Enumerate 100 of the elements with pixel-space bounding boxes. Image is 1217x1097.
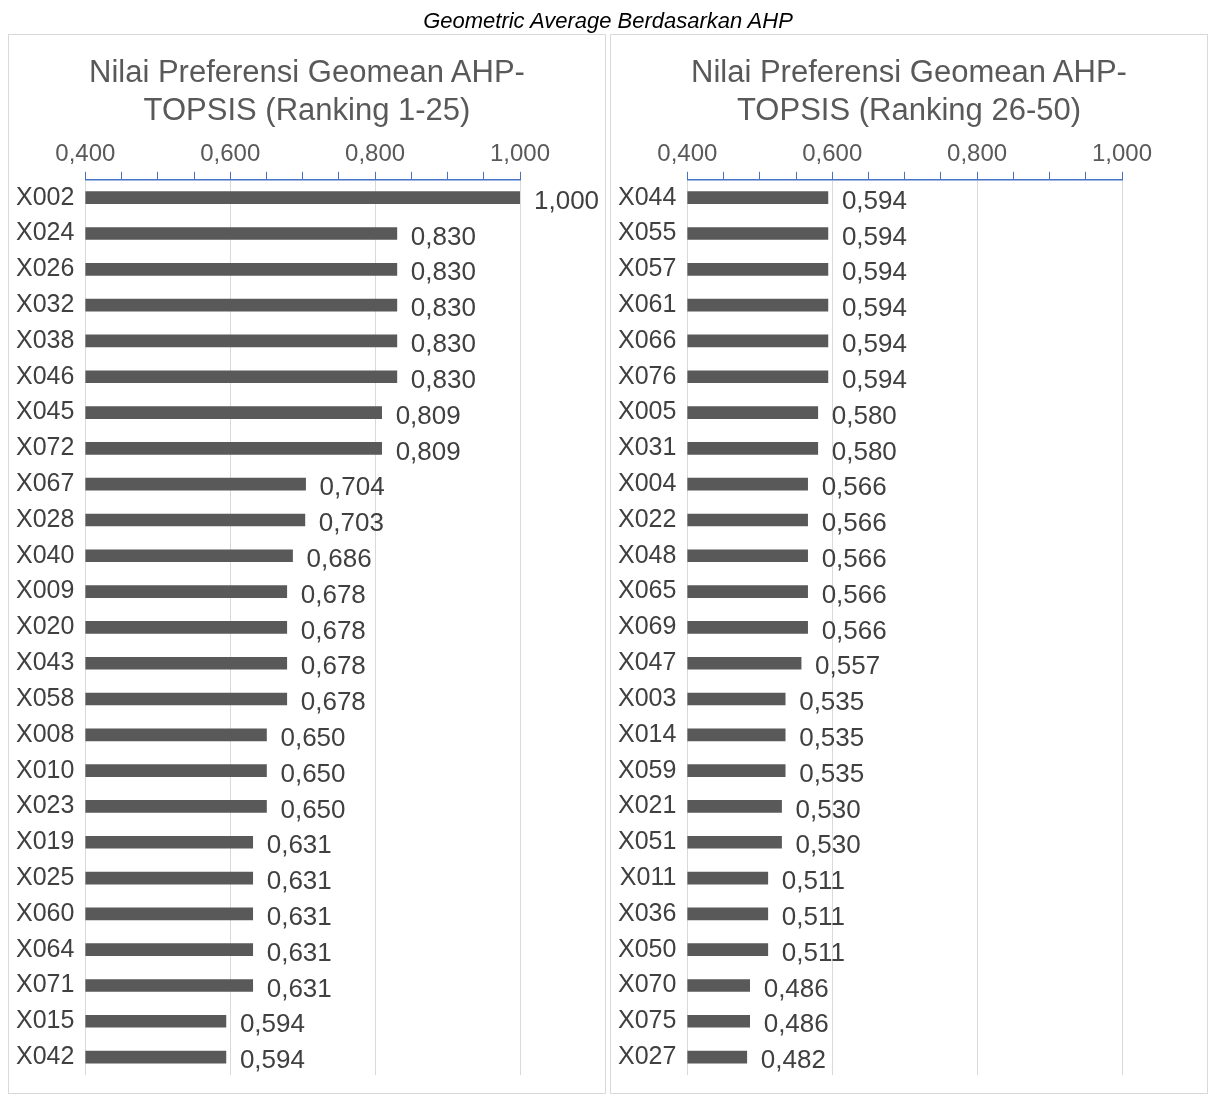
data-label: 0,678 xyxy=(300,686,366,717)
data-label: 0,557 xyxy=(815,650,881,681)
data-label: 0,830 xyxy=(410,256,476,287)
data-label: 0,830 xyxy=(410,220,476,251)
y-tick-label: X005 xyxy=(618,396,677,425)
data-label: 0,511 xyxy=(781,901,845,932)
x-tick-label: 0,800 xyxy=(947,139,1008,167)
y-tick-label: X065 xyxy=(618,575,677,604)
y-tick-label: X046 xyxy=(16,360,75,389)
y-tick-label: X070 xyxy=(618,969,677,998)
chart-title: Nilai Preferensi Geomean AHP-TOPSIS (Ranking 26-50) xyxy=(690,53,1128,129)
data-label: 0,511 xyxy=(781,936,845,967)
data-label: 0,535 xyxy=(799,686,865,717)
data-label: 0,594 xyxy=(239,1008,305,1039)
data-label: 0,535 xyxy=(799,757,865,788)
x-tick-label: 0,600 xyxy=(200,139,261,167)
y-tick-label: X008 xyxy=(16,718,75,747)
data-label: 0,678 xyxy=(300,650,366,681)
y-tick-label: X045 xyxy=(16,396,75,425)
y-tick-label: X050 xyxy=(618,933,677,962)
x-tick-label: 0,400 xyxy=(55,139,116,167)
data-label: 1,000 xyxy=(534,184,600,215)
chart-title: Nilai Preferensi Geomean AHP-TOPSIS (Ranking 1-25) xyxy=(88,53,526,129)
y-tick-label: X057 xyxy=(618,253,677,282)
data-label: 0,566 xyxy=(821,578,887,609)
data-label: 0,650 xyxy=(280,793,346,824)
y-tick-label: X066 xyxy=(618,324,677,353)
y-tick-label: X055 xyxy=(618,217,677,246)
data-label: 0,809 xyxy=(395,435,461,466)
y-tick-label: X036 xyxy=(618,897,677,926)
x-tick-label: 0,800 xyxy=(345,139,406,167)
y-tick-label: X069 xyxy=(618,611,677,640)
data-label: 0,631 xyxy=(266,829,332,860)
data-label: 0,535 xyxy=(799,722,865,752)
data-label: 0,511 xyxy=(781,865,845,896)
y-tick-label: X071 xyxy=(16,969,75,998)
data-label: 0,594 xyxy=(841,292,907,323)
data-label: 0,594 xyxy=(239,1044,305,1075)
y-tick-label: X059 xyxy=(618,754,677,783)
data-label: 0,830 xyxy=(410,328,476,359)
y-tick-label: X004 xyxy=(618,468,677,497)
data-label: 0,594 xyxy=(841,184,907,215)
y-tick-label: X010 xyxy=(16,754,75,783)
data-label: 0,704 xyxy=(319,471,385,502)
y-tick-label: X020 xyxy=(16,611,75,640)
y-tick-label: X024 xyxy=(16,217,75,246)
y-tick-label: X038 xyxy=(16,324,75,353)
data-label: 0,566 xyxy=(821,507,887,538)
y-tick-label: X009 xyxy=(16,575,75,604)
y-tick-label: X003 xyxy=(618,682,677,711)
x-tick-label: 0,600 xyxy=(802,139,863,167)
data-label: 0,686 xyxy=(306,542,372,573)
data-label: 0,650 xyxy=(280,722,346,752)
y-tick-label: X022 xyxy=(618,503,677,532)
data-label: 0,594 xyxy=(841,220,907,251)
data-label: 0,566 xyxy=(821,614,887,645)
y-tick-label: X027 xyxy=(618,1040,677,1069)
y-tick-label: X040 xyxy=(16,539,75,568)
data-label: 0,482 xyxy=(760,1044,826,1075)
data-label: 0,566 xyxy=(821,542,887,573)
y-tick-label: X060 xyxy=(16,897,75,926)
y-tick-label: X076 xyxy=(618,360,677,389)
data-label: 0,650 xyxy=(280,757,346,788)
text: Geometric Average Berdasarkan AHP xyxy=(422,8,794,34)
y-tick-label: X015 xyxy=(16,1005,75,1034)
y-tick-label: X061 xyxy=(618,289,677,318)
data-label: 0,830 xyxy=(410,363,476,394)
data-label: 0,678 xyxy=(300,614,366,645)
data-label: 0,678 xyxy=(300,578,366,609)
y-tick-label: X048 xyxy=(618,539,677,568)
data-label: 0,486 xyxy=(763,1008,829,1039)
y-tick-label: X067 xyxy=(16,468,75,497)
data-label: 0,809 xyxy=(395,399,461,430)
y-tick-label: X051 xyxy=(618,826,677,855)
y-tick-label: X032 xyxy=(16,289,75,318)
data-label: 0,594 xyxy=(841,363,907,394)
data-label: 0,594 xyxy=(841,256,907,287)
y-tick-label: X011 xyxy=(619,861,677,890)
y-tick-label: X002 xyxy=(16,181,75,210)
y-tick-label: X014 xyxy=(618,718,677,747)
y-tick-label: X021 xyxy=(618,790,677,819)
y-tick-label: X047 xyxy=(618,647,677,676)
x-tick-label: 1,000 xyxy=(1091,139,1153,167)
y-tick-label: X044 xyxy=(618,181,677,210)
y-tick-label: X072 xyxy=(16,432,75,461)
y-tick-label: X028 xyxy=(16,503,75,532)
y-tick-label: X043 xyxy=(16,647,75,676)
y-tick-label: X042 xyxy=(16,1040,75,1069)
data-label: 0,580 xyxy=(831,399,897,430)
x-tick-label: 1,000 xyxy=(489,139,551,167)
data-label: 0,703 xyxy=(318,507,384,538)
data-label: 0,530 xyxy=(795,829,861,860)
data-label: 0,631 xyxy=(266,865,332,896)
y-tick-label: X025 xyxy=(16,861,75,890)
data-label: 0,580 xyxy=(831,435,897,466)
data-label: 0,594 xyxy=(841,328,907,359)
data-label: 0,486 xyxy=(763,972,829,1003)
y-tick-label: X031 xyxy=(618,432,677,461)
data-label: 0,566 xyxy=(821,471,887,502)
data-label: 0,631 xyxy=(266,936,332,967)
